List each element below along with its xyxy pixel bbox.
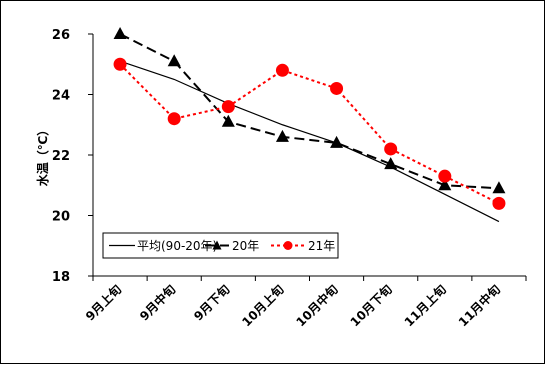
y-axis-title: 水温（℃） xyxy=(35,124,50,187)
series-point-triangle xyxy=(330,135,344,148)
series-point-triangle xyxy=(221,114,235,127)
series-point-circle xyxy=(330,81,344,95)
series-point-triangle xyxy=(492,181,506,194)
x-tick-label: 9月中旬 xyxy=(136,282,178,324)
series-point-triangle xyxy=(438,178,452,191)
x-tick-label: 9月下旬 xyxy=(190,282,232,324)
series-point-circle xyxy=(275,63,289,77)
series-point-circle xyxy=(221,100,235,114)
legend-label: 20年 xyxy=(232,239,259,253)
legend-marker-circle xyxy=(283,241,293,250)
series-point-triangle xyxy=(113,27,127,39)
x-tick-label: 10月中旬 xyxy=(293,282,341,330)
series-line-0 xyxy=(119,60,500,223)
x-tick-label: 11月中旬 xyxy=(455,282,503,330)
series-point-circle xyxy=(492,196,506,210)
x-tick-label: 10月下旬 xyxy=(347,282,395,330)
series-point-triangle xyxy=(275,129,289,142)
series-line-1 xyxy=(119,33,499,190)
series-point-circle xyxy=(384,142,398,156)
x-tick-label: 9月上旬 xyxy=(82,282,124,324)
series-point-circle xyxy=(438,169,452,183)
y-tick-label: 24 xyxy=(52,89,70,104)
y-tick-label: 18 xyxy=(52,270,70,285)
series-point-triangle xyxy=(167,54,181,67)
series-point-circle xyxy=(113,57,127,71)
series-line-2 xyxy=(119,63,500,205)
y-tick-label: 20 xyxy=(52,210,70,225)
x-tick-label: 11月上旬 xyxy=(401,282,449,330)
y-tick-label: 22 xyxy=(52,149,70,164)
series-point-triangle xyxy=(384,157,398,170)
legend-marker-triangle xyxy=(212,240,222,250)
legend-label: 平均(90-20年) xyxy=(137,239,217,253)
legend-label: 21年 xyxy=(308,239,335,253)
x-tick-label: 10月上旬 xyxy=(239,282,287,330)
series-point-circle xyxy=(167,112,181,126)
y-tick-label: 26 xyxy=(52,28,70,43)
